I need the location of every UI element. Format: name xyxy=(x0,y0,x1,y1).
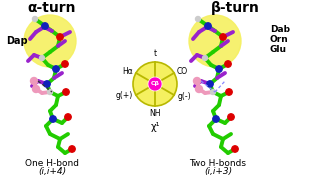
Text: Dap: Dap xyxy=(6,36,28,46)
Circle shape xyxy=(225,61,231,67)
Text: (i,i+3): (i,i+3) xyxy=(204,167,232,176)
Circle shape xyxy=(133,62,177,106)
Text: Dab: Dab xyxy=(270,25,290,33)
Circle shape xyxy=(48,90,53,94)
Circle shape xyxy=(24,15,76,67)
Circle shape xyxy=(63,89,69,95)
Text: t: t xyxy=(154,50,157,59)
Text: g(+): g(+) xyxy=(115,91,133,101)
Circle shape xyxy=(69,146,75,152)
Circle shape xyxy=(220,34,226,40)
Circle shape xyxy=(50,116,56,122)
Text: Cβ: Cβ xyxy=(150,81,159,87)
Text: Hα: Hα xyxy=(123,67,133,77)
Text: CO: CO xyxy=(177,67,188,77)
Circle shape xyxy=(207,81,213,87)
Circle shape xyxy=(202,56,208,60)
Circle shape xyxy=(196,16,201,22)
Circle shape xyxy=(44,81,50,87)
Circle shape xyxy=(62,61,68,67)
Circle shape xyxy=(232,146,238,152)
Text: g(-): g(-) xyxy=(177,91,191,101)
Text: One H-bond: One H-bond xyxy=(25,159,79,168)
Text: (i,i+4): (i,i+4) xyxy=(38,167,66,176)
Text: α-turn: α-turn xyxy=(28,1,76,15)
Text: Orn: Orn xyxy=(270,35,289,43)
Circle shape xyxy=(213,116,219,122)
Circle shape xyxy=(148,77,162,91)
Circle shape xyxy=(42,23,48,29)
Circle shape xyxy=(32,85,40,92)
Circle shape xyxy=(31,77,37,84)
Text: Two H-bonds: Two H-bonds xyxy=(189,159,247,168)
Circle shape xyxy=(57,34,63,40)
Circle shape xyxy=(40,56,44,60)
Circle shape xyxy=(205,23,211,29)
Circle shape xyxy=(65,114,71,120)
Text: β-turn: β-turn xyxy=(210,1,260,15)
Circle shape xyxy=(53,66,59,72)
Circle shape xyxy=(226,89,232,95)
Circle shape xyxy=(193,77,201,84)
Circle shape xyxy=(228,114,234,120)
Circle shape xyxy=(210,90,215,94)
Text: Glu: Glu xyxy=(270,44,287,53)
Circle shape xyxy=(189,15,241,67)
Text: χ¹: χ¹ xyxy=(150,122,160,132)
Circle shape xyxy=(32,16,37,22)
Circle shape xyxy=(196,85,202,92)
Text: NH: NH xyxy=(149,109,161,119)
Circle shape xyxy=(216,66,222,72)
